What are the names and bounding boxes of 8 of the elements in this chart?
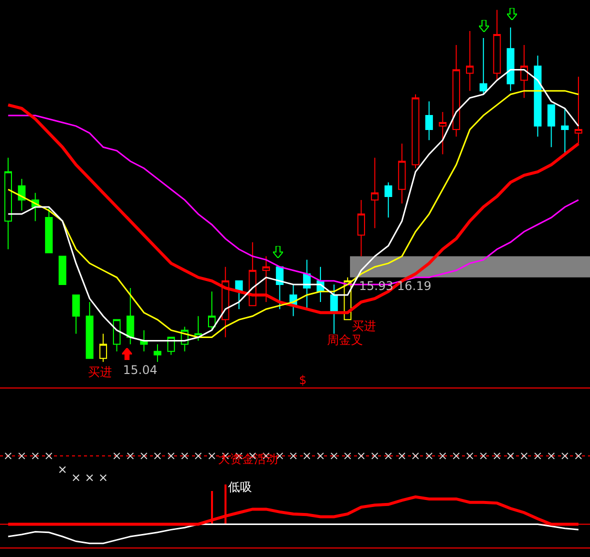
annotation: 大资金活动 bbox=[218, 452, 278, 466]
annotation: 买进 bbox=[352, 319, 376, 333]
text: 买进 bbox=[88, 365, 112, 379]
annotation: 低吸 bbox=[228, 480, 252, 494]
text: $ bbox=[299, 373, 307, 387]
annotation: 16.19 bbox=[397, 279, 432, 293]
annotation: 周金叉 bbox=[327, 333, 363, 347]
text: 15.04 bbox=[123, 363, 158, 377]
